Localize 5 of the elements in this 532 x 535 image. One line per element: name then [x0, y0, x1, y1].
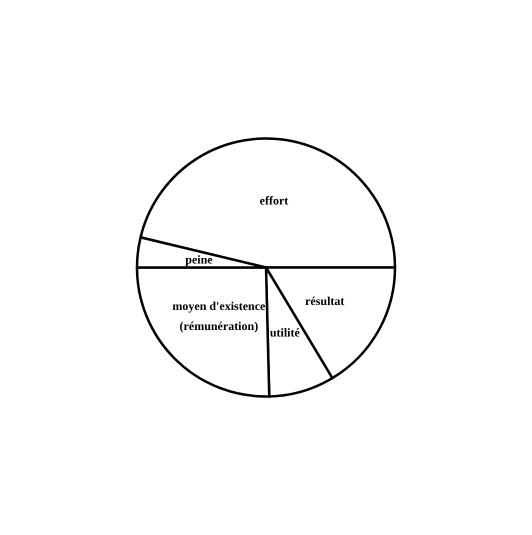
slice-label: effort — [260, 193, 288, 208]
slice-label: moyen d'existence (rémunération) — [172, 298, 266, 333]
slice-label: utilité — [270, 325, 300, 340]
slice-label: peine — [185, 252, 214, 267]
slice-label: résultat — [305, 294, 344, 308]
